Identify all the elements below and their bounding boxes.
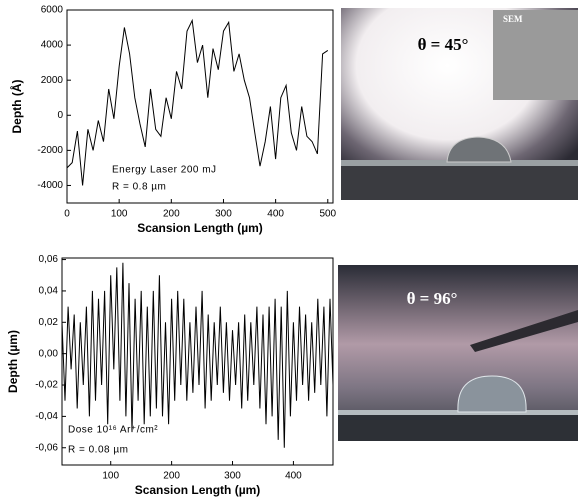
photo-2: θ = 96° bbox=[338, 265, 578, 441]
y-tick-label: 6000 bbox=[41, 5, 64, 16]
substrate bbox=[341, 162, 578, 200]
droplet bbox=[457, 375, 527, 413]
x-tick-label: 200 bbox=[163, 471, 180, 482]
y-axis-label: Depth (Å) bbox=[9, 80, 24, 134]
y-tick-label: 2000 bbox=[41, 75, 64, 86]
plot-frame bbox=[61, 257, 334, 466]
x-axis-label: Scansion Length (µm) bbox=[135, 483, 261, 497]
x-tick-label: 0 bbox=[64, 209, 70, 220]
annotation: Energy Laser 200 mJ bbox=[112, 165, 217, 176]
sem-inset bbox=[493, 10, 578, 100]
droplet bbox=[446, 136, 512, 163]
photo-1: SEM θ = 45° bbox=[341, 8, 578, 200]
x-axis-label: Scansion Length (µm) bbox=[137, 221, 263, 235]
chart: -0,06 -0,04 -0,02 0,00 0,02 0,04 0,06 100 200 300… bbox=[6, 254, 334, 497]
substrate-edge bbox=[341, 160, 578, 166]
x-tick-label: 300 bbox=[215, 209, 232, 220]
y-tick-label: 0 bbox=[57, 110, 63, 121]
data-line bbox=[66, 18, 329, 186]
plot-frame bbox=[66, 9, 334, 204]
x-tick-label: 400 bbox=[267, 209, 284, 220]
y-axis-label: Depth (µm) bbox=[6, 330, 20, 393]
angle-label: θ = 45° bbox=[418, 35, 469, 54]
x-tick-label: 100 bbox=[102, 471, 119, 482]
annotation: Dose 10¹⁶ Ar⁺/cm² bbox=[68, 425, 158, 436]
x-tick-label: 400 bbox=[285, 471, 302, 482]
y-tick-label: -0,04 bbox=[35, 411, 58, 422]
inset-label: SEM bbox=[503, 14, 523, 24]
x-tick-label: 200 bbox=[163, 209, 180, 220]
y-tick-label: 4000 bbox=[41, 40, 64, 51]
y-tick-label: -2000 bbox=[37, 145, 63, 156]
x-tick-label: 500 bbox=[319, 209, 336, 220]
annotation: R = 0.8 µm bbox=[112, 182, 166, 193]
needle bbox=[470, 310, 578, 352]
annotation: R = 0.08 µm bbox=[68, 445, 128, 456]
x-tick-label: 100 bbox=[111, 209, 128, 220]
data-line bbox=[61, 262, 334, 448]
y-tick-label: -0,02 bbox=[35, 380, 58, 391]
angle-label: θ = 96° bbox=[407, 289, 458, 308]
y-tick-label: 0,06 bbox=[39, 254, 59, 265]
x-tick-label: 300 bbox=[224, 471, 241, 482]
substrate bbox=[338, 412, 578, 441]
chart: -4000 -2000 0 2000 4000 6000 0 100 200 300 400 500 S… bbox=[9, 5, 336, 236]
y-tick-label: 0,02 bbox=[39, 317, 59, 328]
y-tick-label: 0,00 bbox=[39, 348, 59, 359]
y-tick-label: -0,06 bbox=[35, 442, 58, 453]
y-tick-label: 0,04 bbox=[39, 286, 59, 297]
y-tick-label: -4000 bbox=[37, 180, 63, 191]
